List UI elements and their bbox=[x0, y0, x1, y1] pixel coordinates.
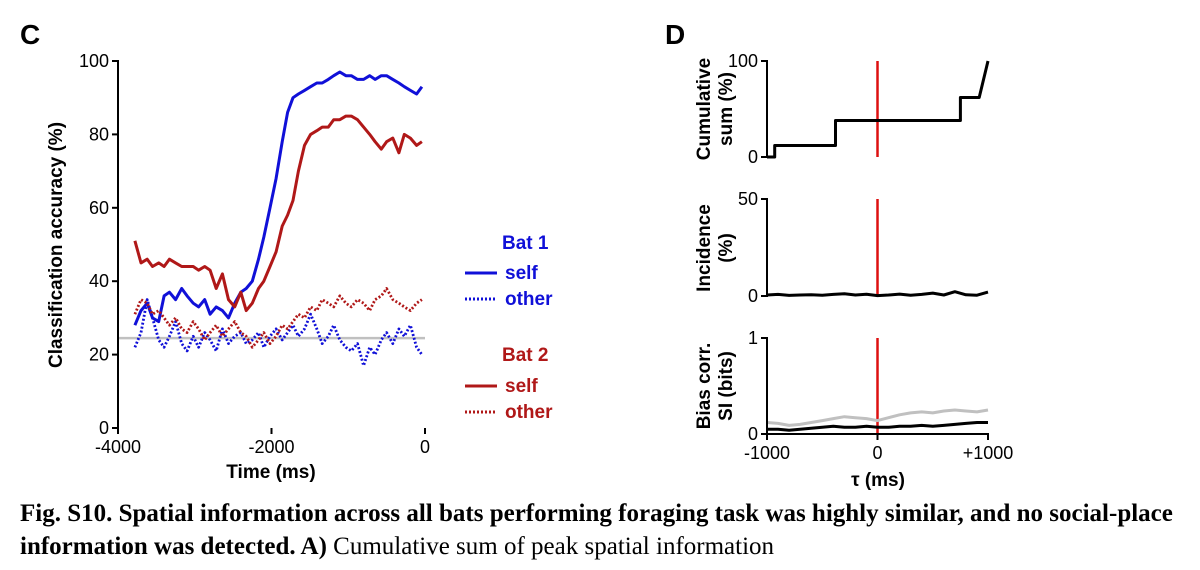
panel-c-series-1 bbox=[133, 298, 424, 368]
panel-c-series-0 bbox=[133, 70, 424, 326]
figure-canvas: C D Classification accuracy (%) Time (ms… bbox=[20, 19, 1013, 491]
d-bot-xtick-label-2: +1000 bbox=[963, 443, 1014, 463]
d-bot-xtick-label-0: -1000 bbox=[744, 443, 790, 463]
d-mid-series-0 bbox=[766, 290, 989, 298]
legend: Bat 1 self other Bat 2 self other bbox=[465, 233, 553, 423]
panel-c-xtick-label-2: 0 bbox=[420, 437, 430, 457]
panel-c-series-2 bbox=[133, 114, 423, 313]
caption-normal: Cumulative sum of peak spatial informati… bbox=[326, 533, 775, 560]
legend-bat1-title: Bat 1 bbox=[502, 233, 549, 254]
d-xlabel: τ (ms) bbox=[851, 470, 905, 491]
panel-label-d: D bbox=[665, 19, 685, 50]
panel-c-chart: Classification accuracy (%) Time (ms) 0 2… bbox=[46, 51, 430, 483]
d-bot-ylabel-line1: Bias corr. bbox=[694, 343, 715, 430]
d-bot-xtick-label-1: 0 bbox=[872, 443, 882, 463]
panel-c-ytick-label-5: 100 bbox=[79, 51, 109, 71]
panel-c-series-3 bbox=[133, 287, 423, 349]
d-top-series-0 bbox=[767, 60, 990, 159]
d-bot-series-0 bbox=[766, 408, 989, 427]
legend-bat1-self: self bbox=[505, 263, 538, 284]
panel-d-charts: Cumulative sum (%) Incidence (%) Bias co… bbox=[694, 51, 1013, 491]
legend-bat2-title: Bat 2 bbox=[502, 345, 548, 366]
panel-c-ytick-label-1: 20 bbox=[89, 345, 109, 365]
d-top-ylabel-line2: sum (%) bbox=[716, 72, 737, 146]
caption-bold: Fig. S10. Spatial information across all… bbox=[20, 500, 1173, 560]
legend-bat1-other: other bbox=[505, 289, 553, 310]
panel-c-ytick-label-2: 40 bbox=[89, 271, 109, 291]
d-top-ylabel-line1: Cumulative bbox=[694, 58, 715, 160]
panel-c-xtick-label-0: -4000 bbox=[95, 437, 141, 457]
d-bot-ytick-label-0: 0 bbox=[748, 424, 758, 444]
d-bot-ylabel-line2: SI (bits) bbox=[716, 351, 737, 421]
panel-c-ytick-label-3: 60 bbox=[89, 198, 109, 218]
panel-c-ytick-label-4: 80 bbox=[89, 124, 109, 144]
panel-c-xlabel: Time (ms) bbox=[226, 462, 315, 483]
panel-c-ytick-label-0: 0 bbox=[99, 418, 109, 438]
d-top-ytick-label-1: 100 bbox=[728, 51, 758, 71]
d-bot-series-1 bbox=[767, 421, 988, 432]
d-mid-ylabel-line1: Incidence bbox=[694, 204, 715, 292]
legend-bat2-self: self bbox=[505, 376, 538, 397]
panel-label-c: C bbox=[20, 19, 40, 50]
d-mid-ytick-label-0: 0 bbox=[748, 286, 758, 306]
d-top-ytick-label-0: 0 bbox=[748, 147, 758, 167]
panel-c-ylabel: Classification accuracy (%) bbox=[46, 122, 67, 368]
figure-caption: Fig. S10. Spatial information across all… bbox=[20, 497, 1190, 563]
legend-bat2-other: other bbox=[505, 402, 553, 423]
d-bot-ytick-label-1: 1 bbox=[748, 328, 758, 348]
d-mid-ytick-label-1: 50 bbox=[738, 189, 758, 209]
d-mid-ylabel-line2: (%) bbox=[716, 233, 737, 263]
panel-c-xtick-label-1: -2000 bbox=[248, 437, 294, 457]
